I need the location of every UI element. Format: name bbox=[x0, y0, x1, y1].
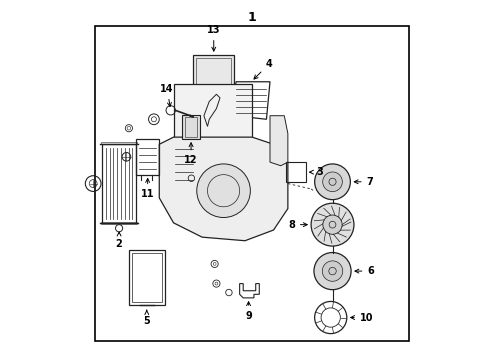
Text: 2: 2 bbox=[116, 232, 122, 249]
Circle shape bbox=[197, 164, 250, 217]
Bar bbox=[196, 58, 231, 84]
Circle shape bbox=[323, 172, 343, 192]
Bar bbox=[182, 114, 199, 139]
Text: 6: 6 bbox=[355, 266, 374, 276]
Text: 13: 13 bbox=[207, 25, 220, 51]
Text: 14: 14 bbox=[160, 84, 174, 107]
Bar bbox=[173, 84, 252, 144]
Circle shape bbox=[322, 261, 343, 281]
Polygon shape bbox=[270, 116, 288, 166]
Bar bbox=[136, 139, 159, 175]
Bar bbox=[102, 144, 136, 223]
Circle shape bbox=[323, 215, 342, 234]
Text: 1: 1 bbox=[248, 11, 257, 24]
Circle shape bbox=[311, 203, 354, 246]
Text: 8: 8 bbox=[288, 220, 307, 230]
Bar bbox=[101, 222, 137, 224]
Text: 9: 9 bbox=[245, 302, 252, 321]
Text: 3: 3 bbox=[310, 167, 323, 177]
Bar bbox=[286, 162, 306, 182]
Text: 4: 4 bbox=[254, 59, 272, 79]
Bar bbox=[101, 142, 137, 144]
Bar bbox=[193, 55, 234, 87]
Bar bbox=[129, 249, 165, 305]
Text: 10: 10 bbox=[351, 312, 373, 323]
Bar bbox=[185, 117, 197, 137]
Text: 7: 7 bbox=[354, 177, 373, 187]
Circle shape bbox=[315, 164, 350, 200]
Bar bbox=[95, 26, 409, 341]
Bar bbox=[132, 252, 162, 302]
Circle shape bbox=[314, 252, 351, 290]
Polygon shape bbox=[159, 137, 288, 241]
Text: 12: 12 bbox=[184, 143, 198, 165]
Text: 11: 11 bbox=[141, 179, 154, 199]
Text: 5: 5 bbox=[144, 310, 150, 326]
